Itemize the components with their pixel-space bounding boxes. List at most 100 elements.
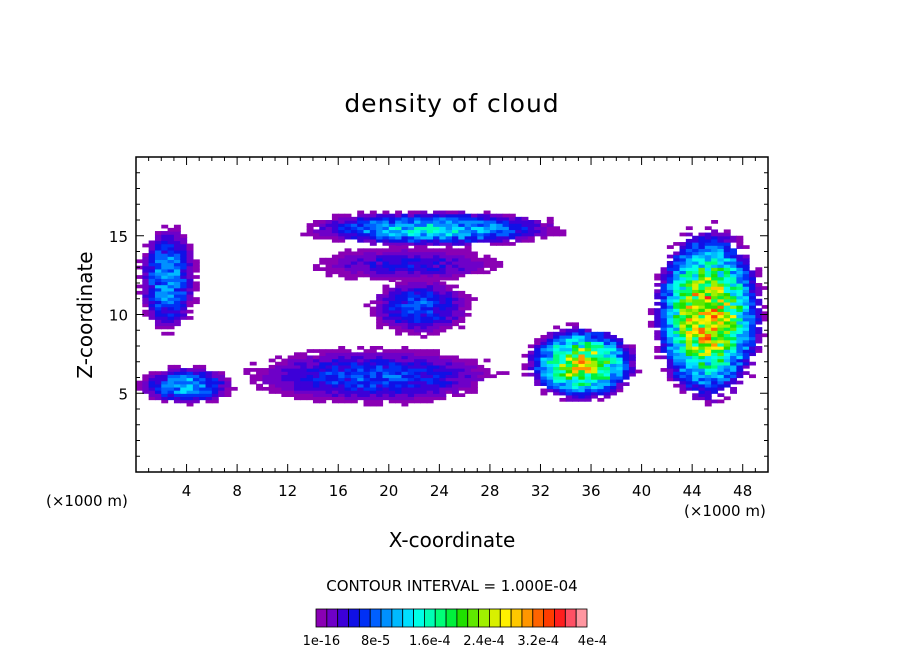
cell <box>338 235 346 240</box>
cell <box>350 267 358 271</box>
cell <box>395 306 403 311</box>
cell <box>470 371 478 375</box>
cell <box>268 358 276 363</box>
cell <box>572 325 579 330</box>
cell <box>154 377 162 382</box>
cell <box>610 366 617 371</box>
cell <box>325 232 333 237</box>
cell <box>717 342 725 347</box>
cell <box>717 276 725 281</box>
cell <box>521 353 529 358</box>
cell <box>483 257 491 262</box>
cell <box>382 229 390 234</box>
cell <box>325 383 333 388</box>
x-tick-label: 32 <box>531 482 550 500</box>
cell <box>331 270 339 275</box>
cell <box>723 371 731 375</box>
cell <box>218 374 226 379</box>
cell <box>666 283 674 287</box>
cell <box>414 257 421 262</box>
cell <box>199 390 207 394</box>
cell <box>426 278 434 283</box>
cell <box>711 346 719 350</box>
cell <box>666 286 674 290</box>
cell <box>445 316 453 320</box>
cell <box>692 238 700 243</box>
cell <box>395 297 403 301</box>
cell <box>723 327 731 331</box>
cell <box>154 309 162 314</box>
cell <box>610 338 617 342</box>
cell <box>218 383 226 388</box>
cell <box>344 390 352 394</box>
cell <box>673 349 681 353</box>
cell <box>376 229 384 234</box>
cell <box>350 364 358 369</box>
cell <box>357 396 365 401</box>
cell <box>534 338 542 342</box>
cell <box>363 303 371 308</box>
cell <box>167 309 175 314</box>
cell <box>382 260 390 265</box>
cell <box>692 361 700 366</box>
cell <box>148 290 156 295</box>
cell <box>477 238 485 243</box>
cell <box>591 331 598 336</box>
cell <box>426 349 434 353</box>
cell <box>350 358 358 363</box>
cell <box>704 273 712 278</box>
cell <box>439 312 447 317</box>
cell <box>388 396 396 401</box>
cell <box>452 235 459 240</box>
cell <box>363 390 371 394</box>
cell <box>395 328 403 333</box>
cell <box>755 336 763 341</box>
cell <box>161 237 169 242</box>
cell <box>749 330 756 334</box>
cell <box>382 287 390 292</box>
cell <box>186 284 194 289</box>
cell <box>395 294 403 298</box>
cell <box>534 369 542 374</box>
cell <box>426 306 434 311</box>
cell <box>572 353 579 358</box>
cell <box>723 273 731 278</box>
cell <box>363 374 371 379</box>
cell <box>597 382 605 386</box>
cell <box>439 328 447 333</box>
cell <box>452 393 459 397</box>
cell <box>679 383 687 388</box>
cell <box>395 355 403 360</box>
cell <box>338 390 346 394</box>
cell <box>344 352 352 357</box>
cell <box>660 283 668 287</box>
cell <box>382 386 390 391</box>
cell <box>584 372 592 377</box>
cell <box>464 380 472 385</box>
cell <box>344 380 352 385</box>
cell <box>666 264 674 268</box>
cell <box>388 226 396 231</box>
cell <box>452 377 459 382</box>
cell <box>388 216 396 221</box>
cell <box>698 393 706 397</box>
cell <box>540 379 548 383</box>
cell <box>685 361 693 366</box>
cell <box>679 273 687 278</box>
cell <box>723 298 731 303</box>
cell <box>363 216 371 221</box>
cell <box>426 248 434 253</box>
cell <box>755 292 763 297</box>
cell <box>673 377 681 382</box>
cell <box>382 316 390 320</box>
cell <box>325 374 333 379</box>
colorbar-swatch <box>445 608 458 628</box>
cell <box>489 232 497 237</box>
cell <box>597 347 605 352</box>
cell <box>572 369 579 374</box>
cell <box>350 257 358 262</box>
x-tick-label: 8 <box>232 482 242 500</box>
cell <box>407 248 415 253</box>
cell <box>534 363 542 368</box>
cell <box>376 232 384 237</box>
